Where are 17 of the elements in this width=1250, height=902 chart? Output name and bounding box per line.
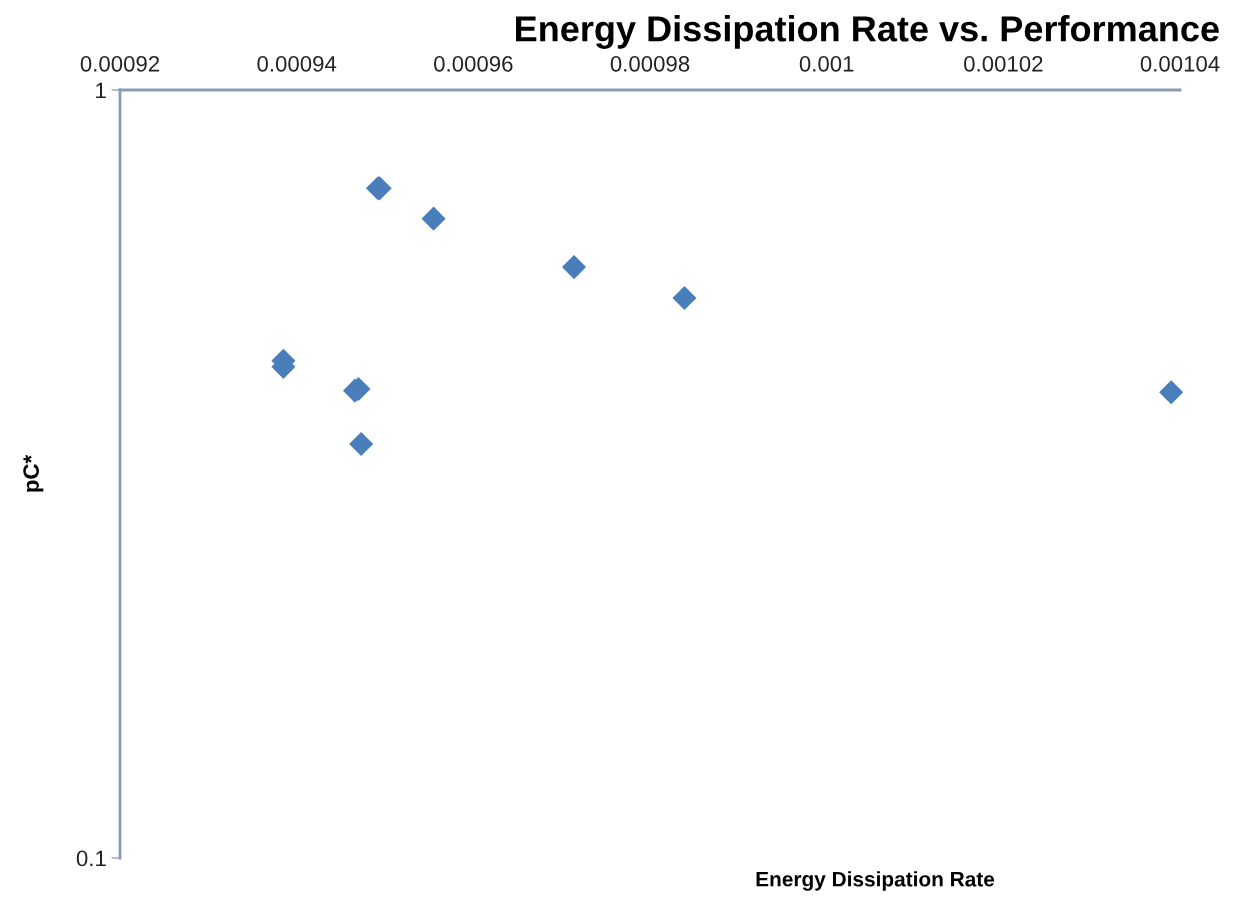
point — [349, 431, 374, 457]
x-tick-label: 0.001 — [799, 55, 854, 72]
x-tick-label: 0.00104 — [1140, 55, 1220, 72]
chart-title: Energy Dissipation Rate vs. Performance — [516, 15, 1219, 49]
x-axis-title: Energy Dissipation Rate — [756, 871, 995, 891]
point — [1159, 380, 1184, 405]
y-tick-label: 0.1 — [76, 850, 106, 867]
y-axis-title: pC* — [23, 454, 44, 492]
point — [672, 285, 697, 311]
x-tick-label: 0.00102 — [964, 55, 1043, 72]
point — [562, 255, 587, 280]
x-tick-label: 0.00092 — [80, 55, 160, 72]
point — [421, 206, 446, 231]
x-tick-label: 0.00096 — [434, 55, 513, 72]
y-tick-label: 1 — [96, 82, 106, 99]
x-tick-label: 0.00094 — [257, 55, 337, 72]
x-tick-label: 0.00098 — [610, 55, 690, 72]
